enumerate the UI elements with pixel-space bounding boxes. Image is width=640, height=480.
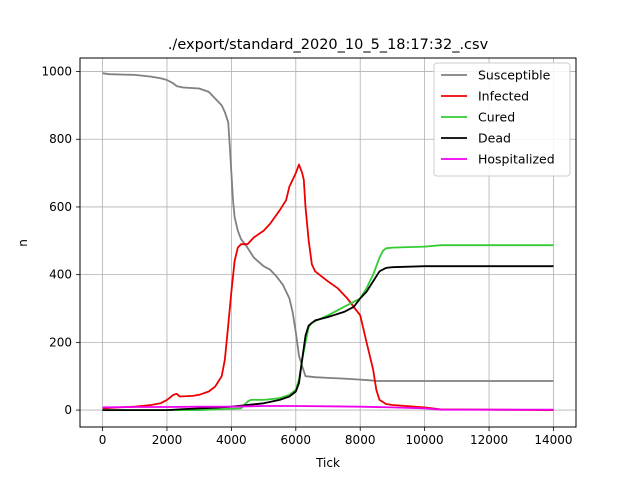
- legend-item-hospitalized: Hospitalized: [441, 152, 555, 167]
- legend-label: Dead: [478, 131, 511, 146]
- x-tick-label: 6000: [281, 433, 312, 447]
- legend-label: Infected: [478, 89, 529, 104]
- x-axis-label: Tick: [315, 456, 340, 470]
- plot-frame: [79, 57, 577, 428]
- x-tick-label: 2000: [152, 433, 183, 447]
- y-tick-label: 200: [49, 335, 72, 349]
- legend-label: Hospitalized: [478, 152, 555, 167]
- series-line-susceptible: [102, 72, 554, 382]
- legend-box: [433, 62, 571, 177]
- x-tick-label: 10000: [406, 433, 444, 447]
- legend-label: Cured: [478, 110, 515, 125]
- legend-item-dead: Dead: [441, 131, 511, 146]
- series-lines: [102, 72, 554, 411]
- chart-title: ./export/standard_2020_10_5_18:17:32_.cs…: [168, 37, 489, 53]
- y-tick-label: 400: [49, 268, 72, 282]
- series-line-hospitalized: [102, 405, 554, 411]
- y-tick-label: 800: [49, 132, 72, 146]
- y-tick-label: 1000: [41, 65, 72, 79]
- x-tick-label: 4000: [216, 433, 247, 447]
- y-tick-label: 600: [49, 200, 72, 214]
- x-tick-label: 0: [99, 433, 107, 447]
- series-line-infected: [102, 163, 554, 411]
- legend-item-cured: Cured: [441, 110, 515, 125]
- y-axis-label: n: [16, 239, 30, 247]
- y-tick-label: 0: [64, 403, 72, 417]
- legend: Susceptible Infected Cured Dead Hospitalized: [433, 62, 571, 177]
- legend-item-susceptible: Susceptible: [441, 68, 551, 83]
- legend-item-infected: Infected: [441, 89, 529, 104]
- x-tick-label: 12000: [470, 433, 508, 447]
- x-tick-label: 14000: [534, 433, 572, 447]
- axis-ticks: 0 2000 4000 6000 8000 10000 12000 14000 0 200 400 6…: [41, 65, 572, 447]
- x-tick-label: 8000: [345, 433, 376, 447]
- legend-label: Susceptible: [478, 68, 551, 83]
